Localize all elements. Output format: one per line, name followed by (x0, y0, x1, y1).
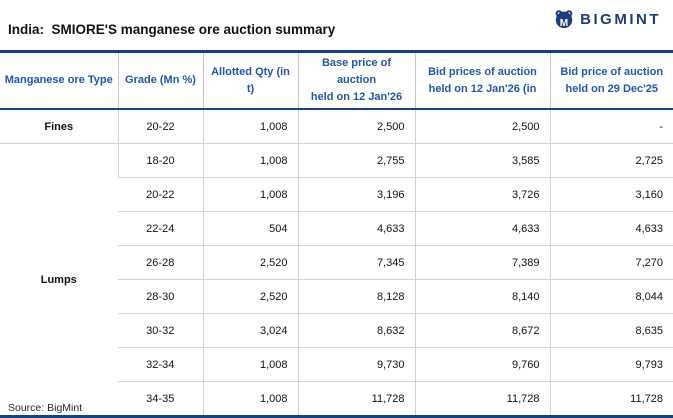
cell-type-fines: Fines (44, 120, 74, 133)
col-header-type: Manganese ore Type (0, 51, 118, 111)
cell-qty: 504 (202, 211, 298, 246)
cell-qty: 1,008 (202, 347, 298, 382)
header-row: Manganese ore Type Grade (Mn %) Allotted… (0, 51, 673, 111)
cell-grade: 18-20 (117, 143, 203, 178)
cell-qty: 1,008 (202, 143, 298, 178)
cell-prev-price: 9,793 (549, 347, 673, 382)
cell-bid-price: 8,140 (414, 279, 550, 314)
header-line: Manganese ore Type (4, 74, 113, 87)
cell-bid-price: 3,585 (414, 143, 550, 178)
col-header-bid-price-previous: Bid price of auction held on 29 Dec'25 (549, 51, 673, 111)
cell-base-price: 2,755 (297, 143, 415, 178)
cell-prev-price: 4,633 (549, 211, 673, 246)
cell-grade: 34-35 (118, 381, 203, 417)
table-row: 22-24 504 4,633 4,633 4,633 (0, 211, 673, 246)
cell-prev-price: 11,728 (549, 381, 673, 417)
cell-grade: 32-34 (118, 347, 203, 382)
cell-prev-price: 8,635 (549, 313, 673, 348)
cell-bid-price: 3,726 (414, 177, 550, 212)
bigmint-logo: M BIGMINT (553, 8, 661, 30)
cell-prev-price: 3,160 (549, 177, 673, 212)
cell-base-price: 2,500 (297, 109, 415, 144)
cell-grade: 20-22 (118, 177, 203, 212)
cell-base-price: 9,730 (297, 347, 415, 382)
header-line: Bid prices of auction (428, 65, 537, 78)
table-row: 30-32 3,024 8,632 8,672 8,635 (0, 313, 673, 348)
table-row: 32-34 1,008 9,730 9,760 9,793 (0, 347, 673, 382)
cell-bid-price: 11,728 (414, 381, 550, 417)
table-row: Fines 20-22 1,008 2,500 2,500 - (0, 109, 673, 144)
cell-base-price: 11,728 (297, 381, 415, 417)
cell-qty: 1,008 (202, 381, 298, 417)
cell-base-price: 8,128 (297, 279, 415, 314)
cell-bid-price: 2,500 (414, 109, 550, 144)
header-line: Allotted Qty (in t) (211, 65, 290, 95)
col-header-base-price: Base price of auction held on 12 Jan'26 (297, 51, 415, 111)
header-line: held on 12 Jan'26 (in (428, 82, 537, 95)
header-line: Grade (Mn %) (125, 74, 196, 87)
cell-prev-price: 2,725 (549, 143, 673, 178)
cell-base-price: 7,345 (297, 245, 415, 280)
header-line: Base price of auction (321, 57, 392, 87)
col-header-allotted-qty: Allotted Qty (in t) (202, 51, 298, 111)
cell-qty: 3,024 (202, 313, 298, 348)
cell-bid-price: 7,389 (414, 245, 550, 280)
cell-grade: 26-28 (118, 245, 203, 280)
cell-grade: 30-32 (118, 313, 203, 348)
cell-prev-price: 8,044 (549, 279, 673, 314)
cell-prev-price: - (549, 109, 673, 144)
cell-grade: 22-24 (118, 211, 203, 246)
cell-base-price: 3,196 (297, 177, 415, 212)
svg-text:M: M (560, 18, 568, 29)
auction-summary-table: Manganese ore Type Grade (Mn %) Allotted… (0, 50, 673, 418)
cell-prev-price: 7,270 (549, 245, 673, 280)
page-title: India: SMIORE'S manganese ore auction su… (8, 22, 336, 37)
cell-bid-price: 9,760 (414, 347, 550, 382)
source-note: Source: BigMint (8, 402, 83, 414)
table-row: 28-30 2,520 8,128 8,140 8,044 (0, 279, 673, 314)
cell-bid-price: 4,633 (414, 211, 550, 246)
col-header-bid-price-current: Bid prices of auction held on 12 Jan'26 (… (414, 51, 550, 111)
table-row: Lumps 18-20 1,008 2,755 3,585 2,725 (0, 143, 673, 417)
cell-grade: 28-30 (118, 279, 203, 314)
cell-qty: 1,008 (202, 177, 298, 212)
header-line: Bid price of auction (560, 65, 664, 78)
cell-bid-price: 8,672 (414, 313, 550, 348)
cell-base-price: 8,632 (297, 313, 415, 348)
bigmint-logo-text: BIGMINT (580, 10, 661, 28)
table-row: 34-35 1,008 11,728 11,728 11,728 (0, 381, 673, 417)
col-header-grade: Grade (Mn %) (117, 51, 203, 111)
cell-grade: 20-22 (117, 109, 203, 144)
cell-qty: 2,520 (202, 279, 298, 314)
table-row: 20-22 1,008 3,196 3,726 3,160 (0, 177, 673, 212)
header-line: held on 12 Jan'26 (310, 91, 403, 104)
cell-qty: 1,008 (202, 109, 298, 144)
header-line: held on 29 Dec'25 (565, 82, 659, 95)
table-row: 26-28 2,520 7,345 7,389 7,270 (0, 245, 673, 280)
cell-qty: 2,520 (202, 245, 298, 280)
cell-type-lumps: Lumps (0, 143, 118, 417)
bigmint-logo-icon: M (553, 8, 575, 30)
cell-base-price: 4,633 (297, 211, 415, 246)
